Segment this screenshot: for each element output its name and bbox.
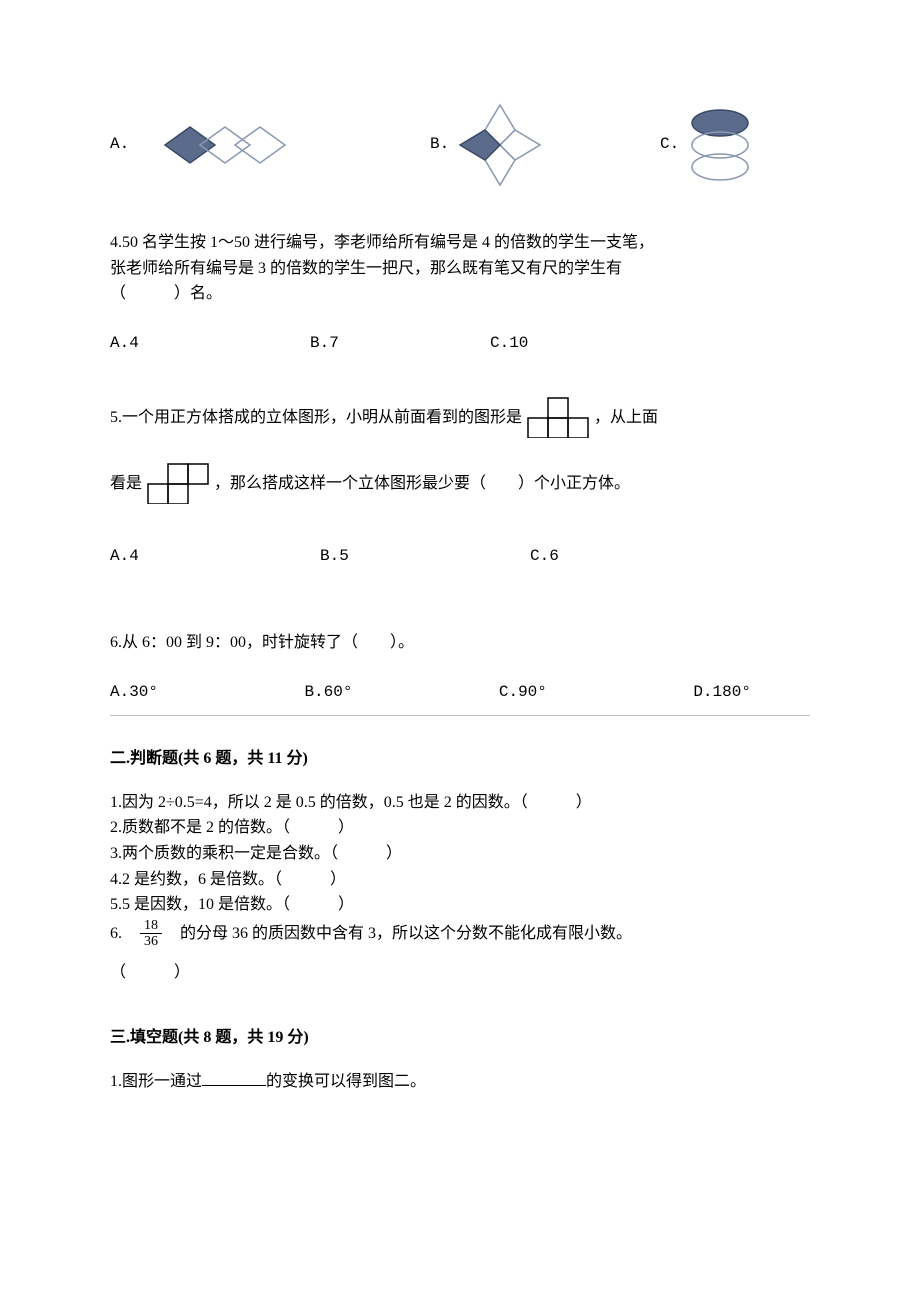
q5-line1: 5.一个用正方体搭成的立体图形，小明从前面看到的图形是 ，从上面 [110, 396, 810, 438]
q5-line2: 看是 ，那么搭成这样一个立体图形最少要（ ）个小正方体。 [110, 462, 810, 504]
blank-input [202, 1069, 266, 1086]
q6-option-c-label: C.90° [499, 680, 547, 706]
q4-option-c-label: C.10 [490, 331, 528, 357]
q4-option-b-label: B.7 [310, 331, 339, 357]
q4-line1: 4.50 名学生按 1～50 进行编号，李老师给所有编号是 4 的倍数的学生一支… [110, 230, 810, 256]
q3-option-c-label: C. [660, 132, 679, 158]
q4-option-c: C.10 [490, 331, 670, 357]
q4-options: A.4 B.7 C.10 [110, 331, 810, 357]
q5-option-c-label: C.6 [530, 544, 559, 570]
q6-option-d-label: D.180° [693, 680, 751, 706]
s2-q6: 6. 18 36 的分母 36 的质因数中含有 3，所以这个分数不能化成有限小数… [110, 918, 810, 950]
q4-option-a: A.4 [110, 331, 310, 357]
q3-options: A. B. C. [110, 100, 810, 190]
divider-1 [110, 715, 810, 716]
q6-option-c: C.90° [499, 680, 693, 706]
q5-text-a: 5.一个用正方体搭成的立体图形，小明从前面看到的图形是 [110, 405, 522, 431]
section2-heading: 二.判断题(共 6 题，共 11 分) [110, 746, 810, 772]
s2-q1: 1.因为 2÷0.5=4，所以 2 是 0.5 的倍数，0.5 也是 2 的因数… [110, 790, 810, 816]
q3-option-a: A. [110, 117, 430, 173]
q4-line2: 张老师给所有编号是 3 的倍数的学生一把尺，那么既有笔又有尺的学生有 [110, 256, 810, 282]
q6-option-d: D.180° [693, 680, 810, 706]
section3-heading: 三.填空题(共 8 题，共 19 分) [110, 1025, 810, 1051]
q6-option-b-label: B.60° [304, 680, 352, 706]
s2-q6-b: 的分母 36 的质因数中含有 3，所以这个分数不能化成有限小数。 [164, 921, 632, 947]
q4-text: 4.50 名学生按 1～50 进行编号，李老师给所有编号是 4 的倍数的学生一支… [110, 230, 810, 307]
q6-option-a: A.30° [110, 680, 304, 706]
exam-page: A. B. C. [0, 0, 920, 1302]
q6-text: 6.从 6：00 到 9：00，时针旋转了（ ）。 [110, 630, 810, 656]
q3-figure-a [135, 117, 305, 173]
q3-figure-c [685, 105, 755, 185]
q3-option-b: B. [430, 100, 660, 190]
s2-q6-a: 6. [110, 921, 138, 947]
q3-figure-b [455, 100, 545, 190]
s2-q4: 4.2 是约数，6 是倍数。（ ） [110, 867, 810, 893]
s3-q1-a: 1.图形一通过 [110, 1073, 202, 1090]
q5-option-a: A.4 [110, 544, 320, 570]
q5-option-b-label: B.5 [320, 544, 349, 570]
fraction-18-36: 18 36 [140, 918, 162, 950]
q5-option-c: C.6 [530, 544, 710, 570]
diamond-row-icon [135, 117, 305, 173]
ellipse-stack-icon [685, 105, 755, 185]
s2-q6-c: （ ） [110, 960, 810, 986]
q6-option-b: B.60° [304, 680, 498, 706]
q5-front-view [526, 396, 590, 438]
s3-q1-b: 的变换可以得到图二。 [266, 1073, 426, 1090]
q4-option-a-label: A.4 [110, 331, 139, 357]
q6-options: A.30° B.60° C.90° D.180° [110, 680, 810, 706]
q5-option-b: B.5 [320, 544, 530, 570]
q3-option-a-label: A. [110, 132, 129, 158]
s2-q2: 2.质数都不是 2 的倍数。（ ） [110, 815, 810, 841]
front-view-icon [526, 396, 590, 438]
fraction-den: 36 [140, 934, 162, 949]
q5-text-d: ，那么搭成这样一个立体图形最少要（ ）个小正方体。 [214, 471, 630, 497]
q5-option-a-label: A.4 [110, 544, 139, 570]
q5-text-c: 看是 [110, 471, 142, 497]
q5-options: A.4 B.5 C.6 [110, 544, 810, 570]
q3-option-b-label: B. [430, 132, 449, 158]
q5-top-view [146, 462, 210, 504]
s2-q3: 3.两个质数的乘积一定是合数。（ ） [110, 841, 810, 867]
q5-text-b: ，从上面 [594, 405, 658, 431]
top-view-icon [146, 462, 210, 504]
q4-option-b: B.7 [310, 331, 490, 357]
s2-q5: 5.5 是因数，10 是倍数。（ ） [110, 892, 810, 918]
q6-option-a-label: A.30° [110, 680, 158, 706]
fraction-num: 18 [140, 918, 162, 934]
q3-option-c: C. [660, 105, 780, 185]
s3-q1: 1.图形一通过 的变换可以得到图二。 [110, 1069, 810, 1095]
q4-line3: （ ）名。 [110, 281, 810, 307]
diamond-flower-icon [455, 100, 545, 190]
